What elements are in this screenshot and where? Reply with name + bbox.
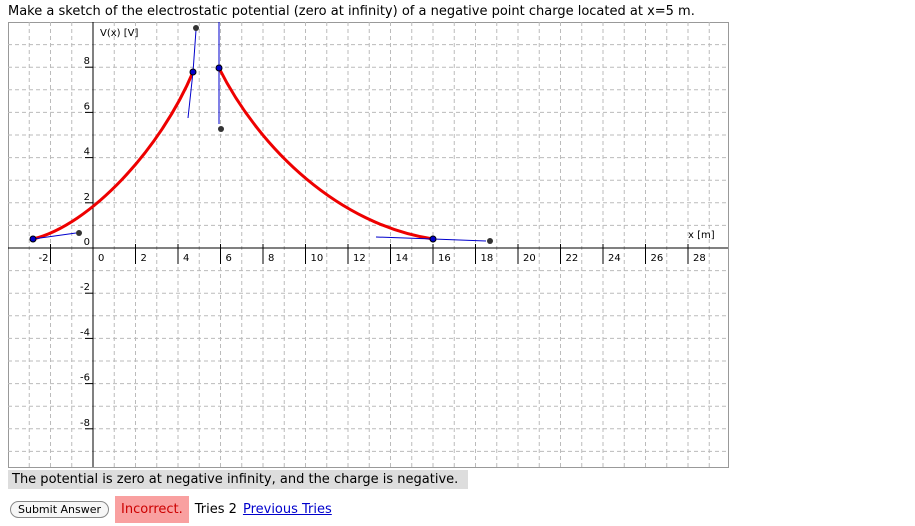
plot-frame <box>8 22 729 468</box>
x-tick-label: 20 <box>523 253 536 264</box>
x-tick-label: 28 <box>693 253 706 264</box>
x-tick-label: 24 <box>608 253 621 264</box>
y-tick-label: -6 <box>80 373 90 384</box>
x-tick-label: 4 <box>183 253 189 264</box>
y-tick-label: 4 <box>84 147 90 158</box>
x-tick-label: 18 <box>481 253 494 264</box>
tries: Tries 2 <box>194 502 237 517</box>
sketch-curve[interactable] <box>32 71 195 241</box>
y-tick-label: -8 <box>80 418 90 429</box>
anchor-points[interactable] <box>29 64 437 243</box>
x-tick-label: 26 <box>651 253 664 264</box>
y-tick-label: -2 <box>80 282 90 293</box>
y-tick-label: 2 <box>84 192 90 203</box>
handles <box>32 22 487 242</box>
feedback: The potential is zero at negative infini… <box>8 470 468 489</box>
submit-button[interactable]: Submit Answer <box>10 501 110 518</box>
x-tick-label: 12 <box>353 253 366 264</box>
x-tick-label: 0 <box>98 253 104 264</box>
y-tick-label: 8 <box>84 56 90 67</box>
control-points[interactable] <box>76 25 493 244</box>
question: Make a sketch of the electrostatic poten… <box>8 4 695 19</box>
previous-tries-link[interactable]: Previous Tries <box>242 502 332 517</box>
x-tick-label: 10 <box>311 253 324 264</box>
x-tick-label: 6 <box>226 253 232 264</box>
x-tick-label: 22 <box>566 253 579 264</box>
y-tick-label: 0 <box>84 237 90 248</box>
x-tick-label: 2 <box>141 253 147 264</box>
sketch-curve[interactable] <box>217 67 434 241</box>
x-axis-label: x [m] <box>688 230 715 241</box>
x-tick-label: 16 <box>438 253 451 264</box>
y-tick-label: -4 <box>80 327 90 338</box>
y-axis-label: V(x) [V] <box>100 28 138 39</box>
status: Incorrect. <box>115 496 189 523</box>
y-tick-label: 6 <box>84 101 90 112</box>
controls: Submit Answer Incorrect. Tries 2 Previou… <box>10 496 332 523</box>
x-tick-label: 14 <box>396 253 409 264</box>
x-tick-label: -2 <box>39 253 49 264</box>
x-tick-label: 8 <box>268 253 274 264</box>
